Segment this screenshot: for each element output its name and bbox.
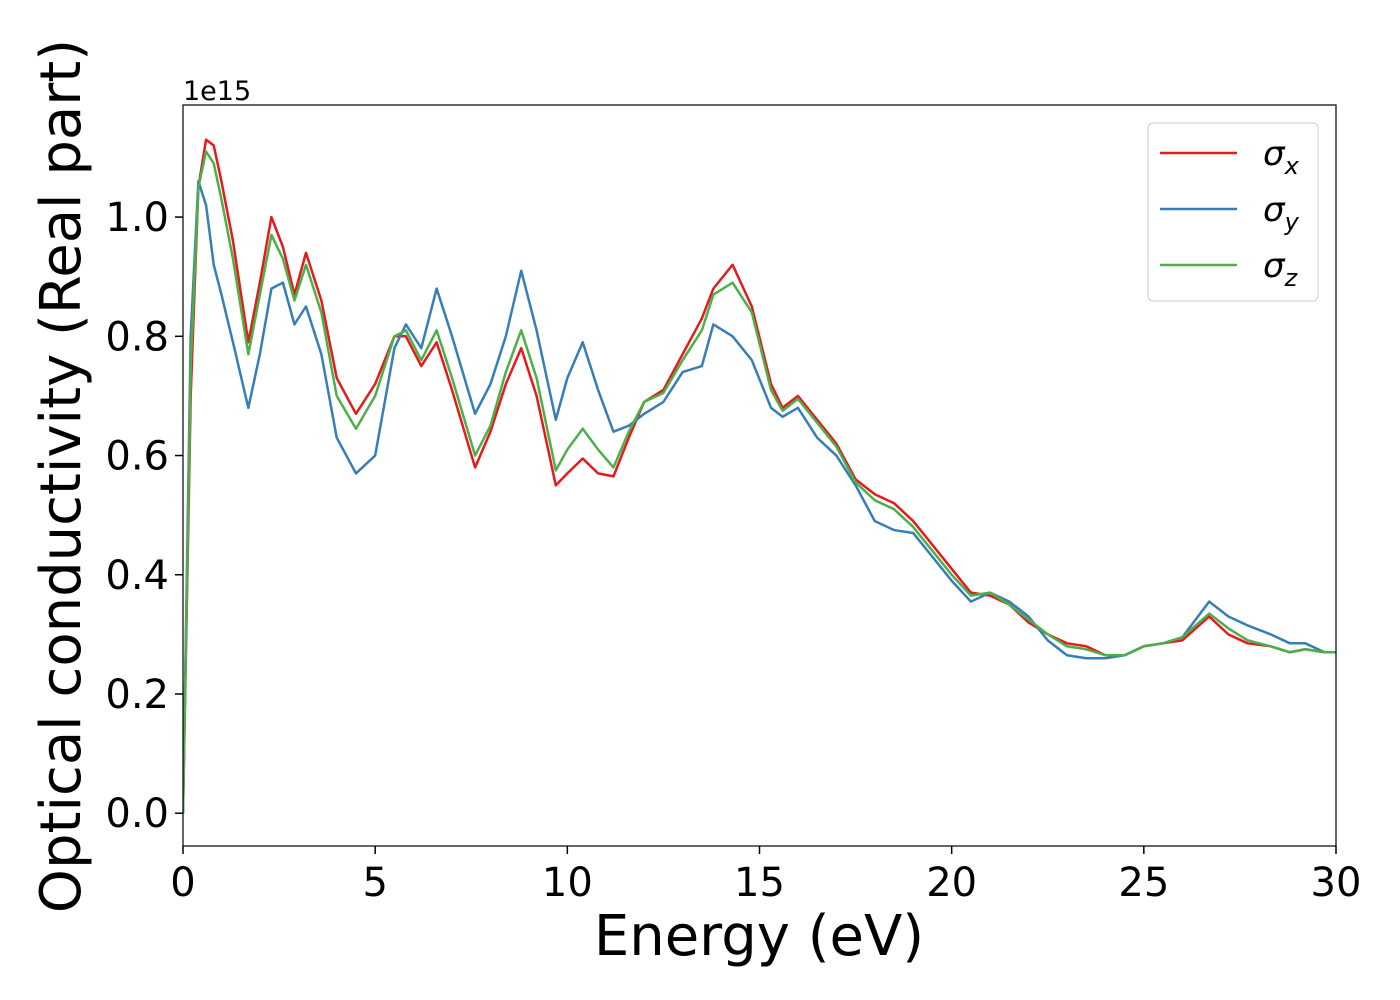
y-axis-label: Optical conductivity (Real part)	[29, 39, 94, 913]
line-series	[183, 180, 1336, 814]
x-tick-label: 10	[542, 860, 593, 906]
x-tick-label: 0	[170, 860, 195, 906]
y-tick-label: 1.0	[105, 195, 169, 241]
y-tick-label: 0.2	[105, 672, 169, 718]
x-axis-label: Energy (eV)	[594, 904, 924, 969]
x-tick-label: 5	[362, 860, 387, 906]
y-tick-label: 0.8	[105, 314, 169, 360]
x-tick-label: 30	[1311, 860, 1362, 906]
y-tick-label: 0.0	[105, 791, 169, 837]
x-tick-label: 25	[1118, 860, 1169, 906]
x-tick-label: 15	[734, 860, 785, 906]
x-tick-label: 20	[926, 860, 977, 906]
legend-box	[1147, 122, 1319, 302]
line-series	[183, 150, 1336, 814]
y-tick-label: 0.4	[105, 553, 169, 599]
plot-frame	[182, 104, 1337, 847]
y-tick-label: 0.6	[105, 434, 169, 480]
y-offset-label: 1e15	[183, 76, 251, 107]
